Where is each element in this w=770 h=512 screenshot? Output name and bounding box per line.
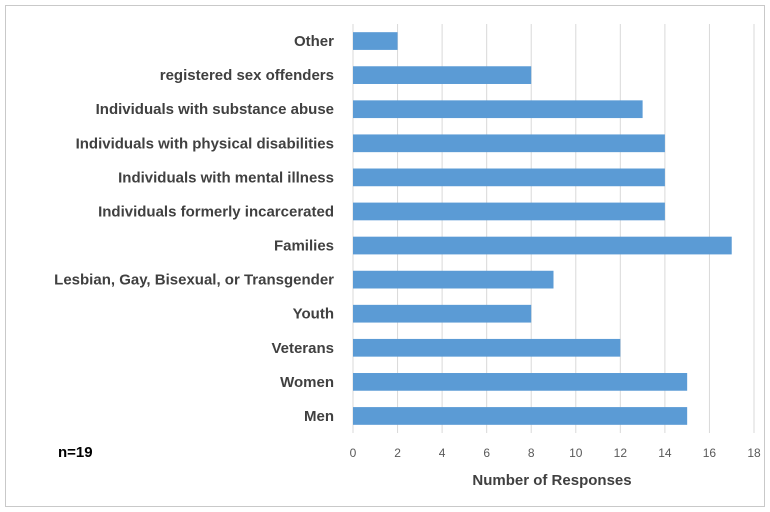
bar bbox=[353, 236, 732, 255]
bar bbox=[353, 338, 621, 357]
x-tick-label: 0 bbox=[350, 446, 357, 460]
bar bbox=[353, 100, 643, 119]
x-tick-label: 10 bbox=[569, 446, 583, 460]
x-tick-label: 12 bbox=[614, 446, 628, 460]
bar bbox=[353, 270, 554, 289]
category-label: Women bbox=[280, 374, 334, 391]
x-tick-label: 18 bbox=[747, 446, 761, 460]
category-label: Veterans bbox=[271, 340, 334, 357]
x-tick-label: 2 bbox=[394, 446, 401, 460]
category-label: Lesbian, Gay, Bisexual, or Transgender bbox=[54, 272, 334, 289]
x-tick-labels: 0 2 4 6 8 10 12 14 16 18 bbox=[350, 446, 761, 460]
grid-lines bbox=[352, 24, 755, 433]
bars bbox=[353, 32, 732, 425]
x-axis-title: Number of Responses bbox=[472, 472, 631, 489]
bar bbox=[353, 32, 398, 50]
bar bbox=[353, 134, 665, 153]
bar bbox=[353, 407, 688, 425]
sample-size-annotation: n=19 bbox=[58, 444, 93, 461]
x-tick-label: 6 bbox=[483, 446, 490, 460]
x-tick-label: 16 bbox=[703, 446, 717, 460]
category-label: Other bbox=[294, 33, 334, 50]
category-label: Families bbox=[274, 238, 334, 255]
bar bbox=[353, 202, 665, 221]
x-tick-label: 14 bbox=[658, 446, 672, 460]
category-labels: Other registered sex offenders Individuals… bbox=[54, 33, 334, 425]
bar bbox=[353, 168, 665, 187]
bar bbox=[353, 373, 688, 391]
bar bbox=[353, 304, 532, 323]
category-label: Individuals formerly incarcerated bbox=[98, 203, 334, 220]
category-label: Men bbox=[304, 408, 334, 425]
category-label: registered sex offenders bbox=[160, 67, 334, 84]
x-tick-label: 4 bbox=[439, 446, 446, 460]
bar bbox=[353, 66, 532, 84]
category-label: Individuals with mental illness bbox=[118, 169, 334, 186]
x-tick-label: 8 bbox=[528, 446, 535, 460]
category-label: Youth bbox=[293, 306, 334, 323]
category-label: Individuals with substance abuse bbox=[96, 101, 334, 118]
category-label: Individuals with physical disabilities bbox=[76, 135, 334, 152]
